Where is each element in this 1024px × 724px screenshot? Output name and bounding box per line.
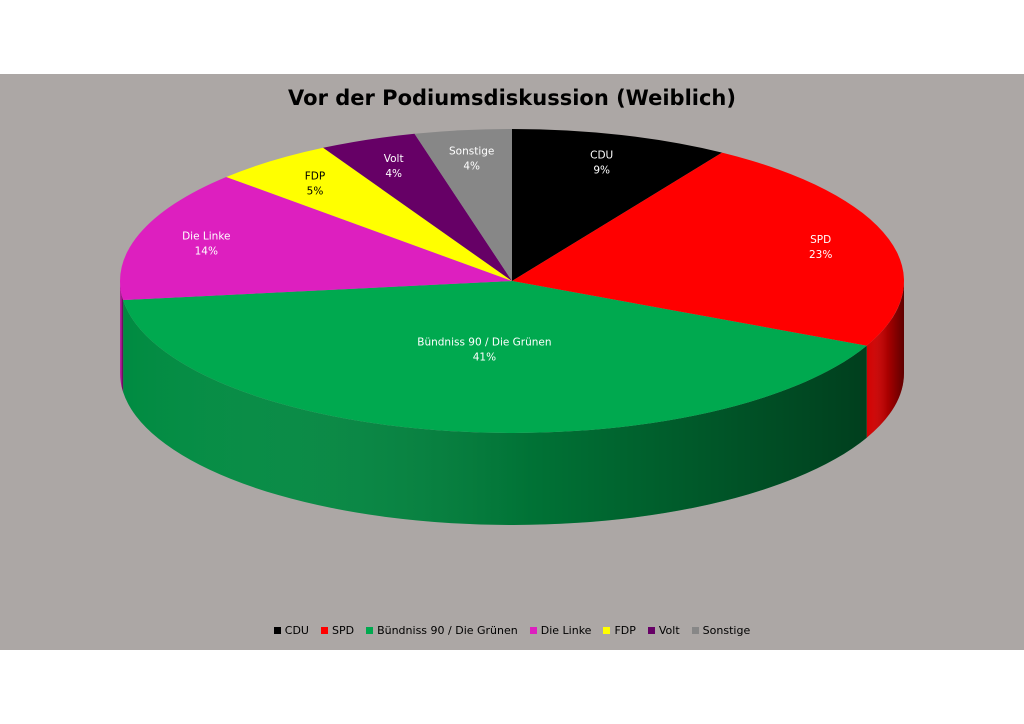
data-label-percent: 23% — [809, 249, 832, 261]
data-label-name: Volt — [384, 153, 404, 165]
legend-label: SPD — [331, 624, 355, 637]
data-label-volt: Volt 4% — [384, 153, 404, 180]
pie-slice-fdp — [226, 147, 512, 281]
data-label-name: Bündniss 90 / Die Grünen — [417, 337, 551, 349]
chart-title: Vor der Podiumsdiskussion (Weiblich) — [288, 86, 736, 110]
legend-item-fdp: FDP — [603, 624, 636, 637]
legend-swatch — [320, 627, 328, 634]
data-label-name: Sonstige — [449, 145, 494, 157]
data-label-percent: 14% — [195, 245, 218, 257]
legend-item-volt: Volt — [647, 624, 680, 637]
legend-item-cdu: CDU — [273, 624, 309, 637]
legend-label: FDP — [614, 624, 636, 637]
legend-item-b-ndniss-90-die-gr-nen: Bündniss 90 / Die Grünen — [366, 624, 518, 637]
pie-slice-volt — [323, 133, 512, 281]
pie-sides — [120, 281, 904, 525]
data-label-percent: 4% — [463, 160, 480, 172]
pie-slice-die-linke — [119, 176, 512, 301]
data-label-spd: SPD 23% — [809, 234, 832, 261]
data-label-b-ndniss-90-die-gr-nen: Bündniss 90 / Die Grünen 41% — [417, 337, 551, 364]
legend-label: Volt — [658, 624, 680, 637]
data-label-name: FDP — [305, 171, 325, 183]
legend-label: Bündniss 90 / Die Grünen — [377, 624, 518, 637]
legend-label: CDU — [284, 624, 309, 637]
legend: CDU SPD Bündniss 90 / Die Grünen Die Linke F… — [0, 624, 1024, 637]
data-label-percent: 4% — [385, 168, 402, 180]
data-label-fdp: FDP 5% — [305, 171, 325, 198]
data-label-name: Die Linke — [182, 230, 230, 242]
pie-labels: CDU 9% SPD 23% Bündniss 90 / Die Grünen 41% Di… — [182, 145, 832, 363]
legend-swatch — [603, 627, 611, 634]
data-label-cdu: CDU 9% — [590, 149, 613, 176]
pie-side-shade-b-ndniss-90-die-gr-nen — [123, 300, 867, 525]
pie-side-shade-spd — [866, 281, 904, 438]
pie-side-shade-die-linke — [120, 281, 124, 393]
legend-item-spd: SPD — [320, 624, 355, 637]
data-label-name: SPD — [810, 234, 831, 246]
data-label-sonstige: Sonstige 4% — [449, 145, 494, 172]
pie-slice-sonstige — [414, 129, 512, 281]
legend-swatch — [691, 627, 699, 634]
legend-label: Die Linke — [540, 624, 592, 637]
pie-slice-spd — [512, 152, 904, 346]
data-label-name: CDU — [590, 149, 613, 161]
legend-swatch — [273, 627, 281, 634]
data-label-die-linke: Die Linke 14% — [182, 230, 230, 257]
legend-item-sonstige: Sonstige — [691, 624, 751, 637]
legend-swatch — [647, 627, 655, 634]
pie-tops — [119, 129, 904, 433]
pie-slice-b-ndniss-90-die-gr-nen — [123, 281, 867, 433]
pie-slice-cdu — [512, 129, 723, 281]
data-label-percent: 9% — [593, 164, 610, 176]
legend-item-die-linke: Die Linke — [529, 624, 592, 637]
data-label-percent: 41% — [473, 352, 496, 364]
data-label-percent: 5% — [307, 186, 324, 198]
legend-swatch — [366, 627, 374, 634]
legend-swatch — [529, 627, 537, 634]
legend-label: Sonstige — [702, 624, 751, 637]
